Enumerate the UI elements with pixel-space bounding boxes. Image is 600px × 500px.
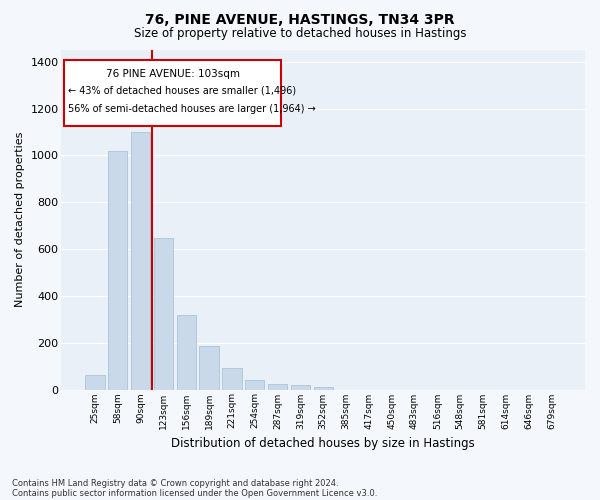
- Bar: [176, 314, 196, 390]
- Text: Contains public sector information licensed under the Open Government Licence v3: Contains public sector information licen…: [12, 488, 377, 498]
- Bar: [108, 150, 127, 390]
- Bar: [154, 238, 173, 390]
- Bar: [268, 384, 287, 390]
- Bar: [245, 380, 265, 390]
- Text: Size of property relative to detached houses in Hastings: Size of property relative to detached ho…: [134, 28, 466, 40]
- Text: 76 PINE AVENUE: 103sqm: 76 PINE AVENUE: 103sqm: [106, 68, 240, 78]
- Bar: [222, 368, 242, 390]
- Text: ← 43% of detached houses are smaller (1,496): ← 43% of detached houses are smaller (1,…: [68, 86, 296, 96]
- Bar: [314, 387, 333, 390]
- Bar: [199, 346, 219, 390]
- Bar: [291, 385, 310, 390]
- Text: 56% of semi-detached houses are larger (1,964) →: 56% of semi-detached houses are larger (…: [68, 104, 316, 115]
- Text: Contains HM Land Registry data © Crown copyright and database right 2024.: Contains HM Land Registry data © Crown c…: [12, 478, 338, 488]
- Text: 76, PINE AVENUE, HASTINGS, TN34 3PR: 76, PINE AVENUE, HASTINGS, TN34 3PR: [145, 12, 455, 26]
- X-axis label: Distribution of detached houses by size in Hastings: Distribution of detached houses by size …: [172, 437, 475, 450]
- Bar: [131, 132, 151, 390]
- Bar: [85, 376, 104, 390]
- FancyBboxPatch shape: [64, 60, 281, 126]
- Y-axis label: Number of detached properties: Number of detached properties: [15, 132, 25, 308]
